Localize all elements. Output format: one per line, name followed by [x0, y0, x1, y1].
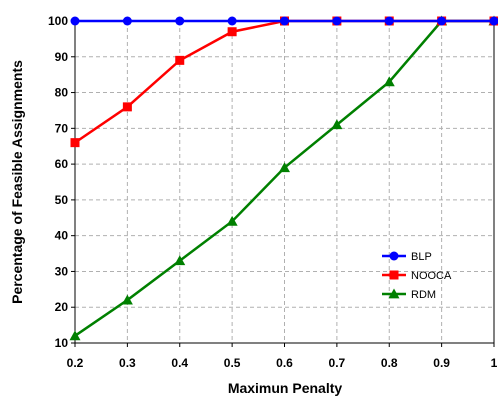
data-point-nooca [175, 55, 185, 65]
x-axis-title: Maximun Penalty [228, 380, 343, 396]
data-point-blp [384, 16, 394, 26]
y-tick-label: 70 [55, 121, 69, 135]
data-point-blp [122, 16, 132, 26]
data-point-blp [437, 16, 447, 26]
x-tick-label: 0.3 [119, 356, 136, 370]
legend: BLP NOOCA RDM [382, 251, 452, 301]
data-point-blp [332, 16, 342, 26]
y-axis-title: Percentage of Feasible Assignments [9, 60, 25, 304]
legend-label-nooca: NOOCA [411, 270, 452, 282]
data-point-rdm [121, 294, 133, 305]
legend-item-blp: BLP [382, 251, 432, 263]
data-point-nooca [70, 138, 80, 148]
y-tick-label: 80 [55, 86, 69, 100]
series-blp [70, 16, 498, 26]
y-tick-label: 50 [55, 193, 69, 207]
data-point-blp [70, 16, 80, 26]
data-point-nooca [227, 27, 237, 37]
data-point-rdm [174, 255, 186, 266]
y-tick-label: 20 [55, 300, 69, 314]
data-series [69, 15, 498, 341]
y-tick-label: 90 [55, 50, 69, 64]
y-tick-label: 40 [55, 229, 69, 243]
y-tick-label: 30 [55, 264, 69, 278]
data-point-rdm [331, 119, 343, 130]
data-point-blp [227, 16, 237, 26]
x-tick-label: 0.4 [171, 356, 188, 370]
data-point-rdm [69, 330, 81, 341]
x-tick-label: 0.5 [224, 356, 241, 370]
data-point-blp [175, 16, 185, 26]
x-tick-label: 0.6 [276, 356, 293, 370]
x-tick-label: 0.9 [433, 356, 450, 370]
legend-label-blp: BLP [411, 251, 432, 263]
data-point-rdm [279, 162, 290, 173]
data-point-nooca [122, 102, 132, 112]
data-point-rdm [383, 76, 395, 87]
data-point-rdm [226, 215, 238, 226]
x-tick-label: 0.2 [67, 356, 84, 370]
y-tick-label: 60 [55, 157, 69, 171]
x-axis-ticks: 0.2 0.3 0.4 0.5 0.6 0.7 0.8 0.9 1 [67, 343, 498, 370]
x-tick-label: 0.8 [381, 356, 398, 370]
x-tick-label: 0.7 [329, 356, 346, 370]
series-rdm [69, 15, 498, 341]
legend-item-rdm: RDM [382, 288, 436, 301]
y-tick-label: 10 [55, 336, 69, 350]
legend-marker-nooca [389, 270, 399, 280]
data-point-blp [280, 16, 289, 26]
legend-marker-blp [389, 251, 399, 261]
series-line-nooca [74, 19, 494, 144]
legend-item-nooca: NOOCA [382, 270, 452, 282]
x-tick-label: 1 [491, 356, 498, 370]
y-axis-ticks: 10 20 30 40 50 60 70 80 90 100 [48, 14, 75, 350]
y-tick-label: 100 [48, 14, 68, 28]
data-point-blp [489, 16, 498, 26]
legend-marker-rdm [388, 288, 400, 299]
legend-label-rdm: RDM [411, 289, 436, 301]
